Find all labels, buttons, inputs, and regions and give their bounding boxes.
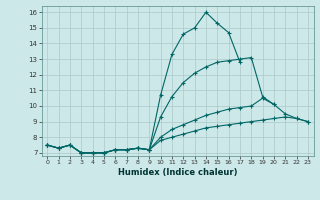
X-axis label: Humidex (Indice chaleur): Humidex (Indice chaleur)	[118, 168, 237, 177]
